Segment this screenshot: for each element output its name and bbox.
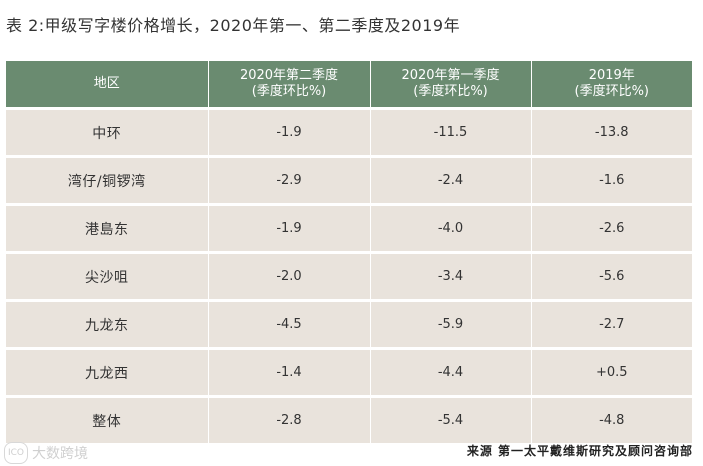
cell-q1-2020: -2.4 <box>370 155 532 205</box>
table-title: 表 2:甲级写字楼价格增长，2020年第一、第二季度及2019年 <box>6 16 461 35</box>
cell-2019: +0.5 <box>531 347 692 397</box>
table-row: 湾仔/铜锣湾 -2.9 -2.4 -1.6 <box>6 155 692 205</box>
source-note: 来源 第一太平戴维斯研究及顾问咨询部 <box>466 444 693 458</box>
cell-region: 九龙东 <box>6 299 209 349</box>
cell-q2-2020: -1.9 <box>208 107 371 157</box>
table-row: 尖沙咀 -2.0 -3.4 -5.6 <box>6 251 692 301</box>
cell-region: 中环 <box>6 107 209 157</box>
watermark-text: 大数跨境 <box>32 446 88 462</box>
table-row: 整体 -2.8 -5.4 -4.8 <box>6 395 692 443</box>
cell-q1-2020: -5.4 <box>370 395 532 443</box>
header-region: 地区 <box>6 61 209 109</box>
cell-2019: -2.6 <box>531 203 692 253</box>
table-row: 港島东 -1.9 -4.0 -2.6 <box>6 203 692 253</box>
header-q2-2020: 2020年第二季度 (季度环比%) <box>208 61 371 109</box>
table-header-row: 地区 2020年第二季度 (季度环比%) 2020年第一季度 (季度环比%) 2… <box>6 61 692 109</box>
watermark: ICO 大数跨境 <box>4 442 88 464</box>
header-2019: 2019年 (季度环比%) <box>531 61 692 109</box>
cell-q2-2020: -2.0 <box>208 251 371 301</box>
watermark-logo-icon: ICO <box>4 442 28 464</box>
cell-region: 港島东 <box>6 203 209 253</box>
cell-q1-2020: -3.4 <box>370 251 532 301</box>
table-row: 九龙西 -1.4 -4.4 +0.5 <box>6 347 692 397</box>
cell-q2-2020: -4.5 <box>208 299 371 349</box>
cell-q1-2020: -4.0 <box>370 203 532 253</box>
cell-region: 尖沙咀 <box>6 251 209 301</box>
cell-region: 九龙西 <box>6 347 209 397</box>
table-row: 中环 -1.9 -11.5 -13.8 <box>6 107 692 157</box>
cell-2019: -5.6 <box>531 251 692 301</box>
cell-region: 整体 <box>6 395 209 443</box>
cell-2019: -13.8 <box>531 107 692 157</box>
cell-region: 湾仔/铜锣湾 <box>6 155 209 205</box>
cell-q1-2020: -11.5 <box>370 107 532 157</box>
cell-q2-2020: -1.9 <box>208 203 371 253</box>
cell-q2-2020: -2.8 <box>208 395 371 443</box>
cell-q2-2020: -1.4 <box>208 347 371 397</box>
cell-2019: -2.7 <box>531 299 692 349</box>
cell-2019: -4.8 <box>531 395 692 443</box>
table-row: 九龙东 -4.5 -5.9 -2.7 <box>6 299 692 349</box>
cell-q1-2020: -5.9 <box>370 299 532 349</box>
cell-q1-2020: -4.4 <box>370 347 532 397</box>
cell-2019: -1.6 <box>531 155 692 205</box>
price-growth-table: 地区 2020年第二季度 (季度环比%) 2020年第一季度 (季度环比%) 2… <box>6 61 692 443</box>
cell-q2-2020: -2.9 <box>208 155 371 205</box>
header-q1-2020: 2020年第一季度 (季度环比%) <box>370 61 532 109</box>
